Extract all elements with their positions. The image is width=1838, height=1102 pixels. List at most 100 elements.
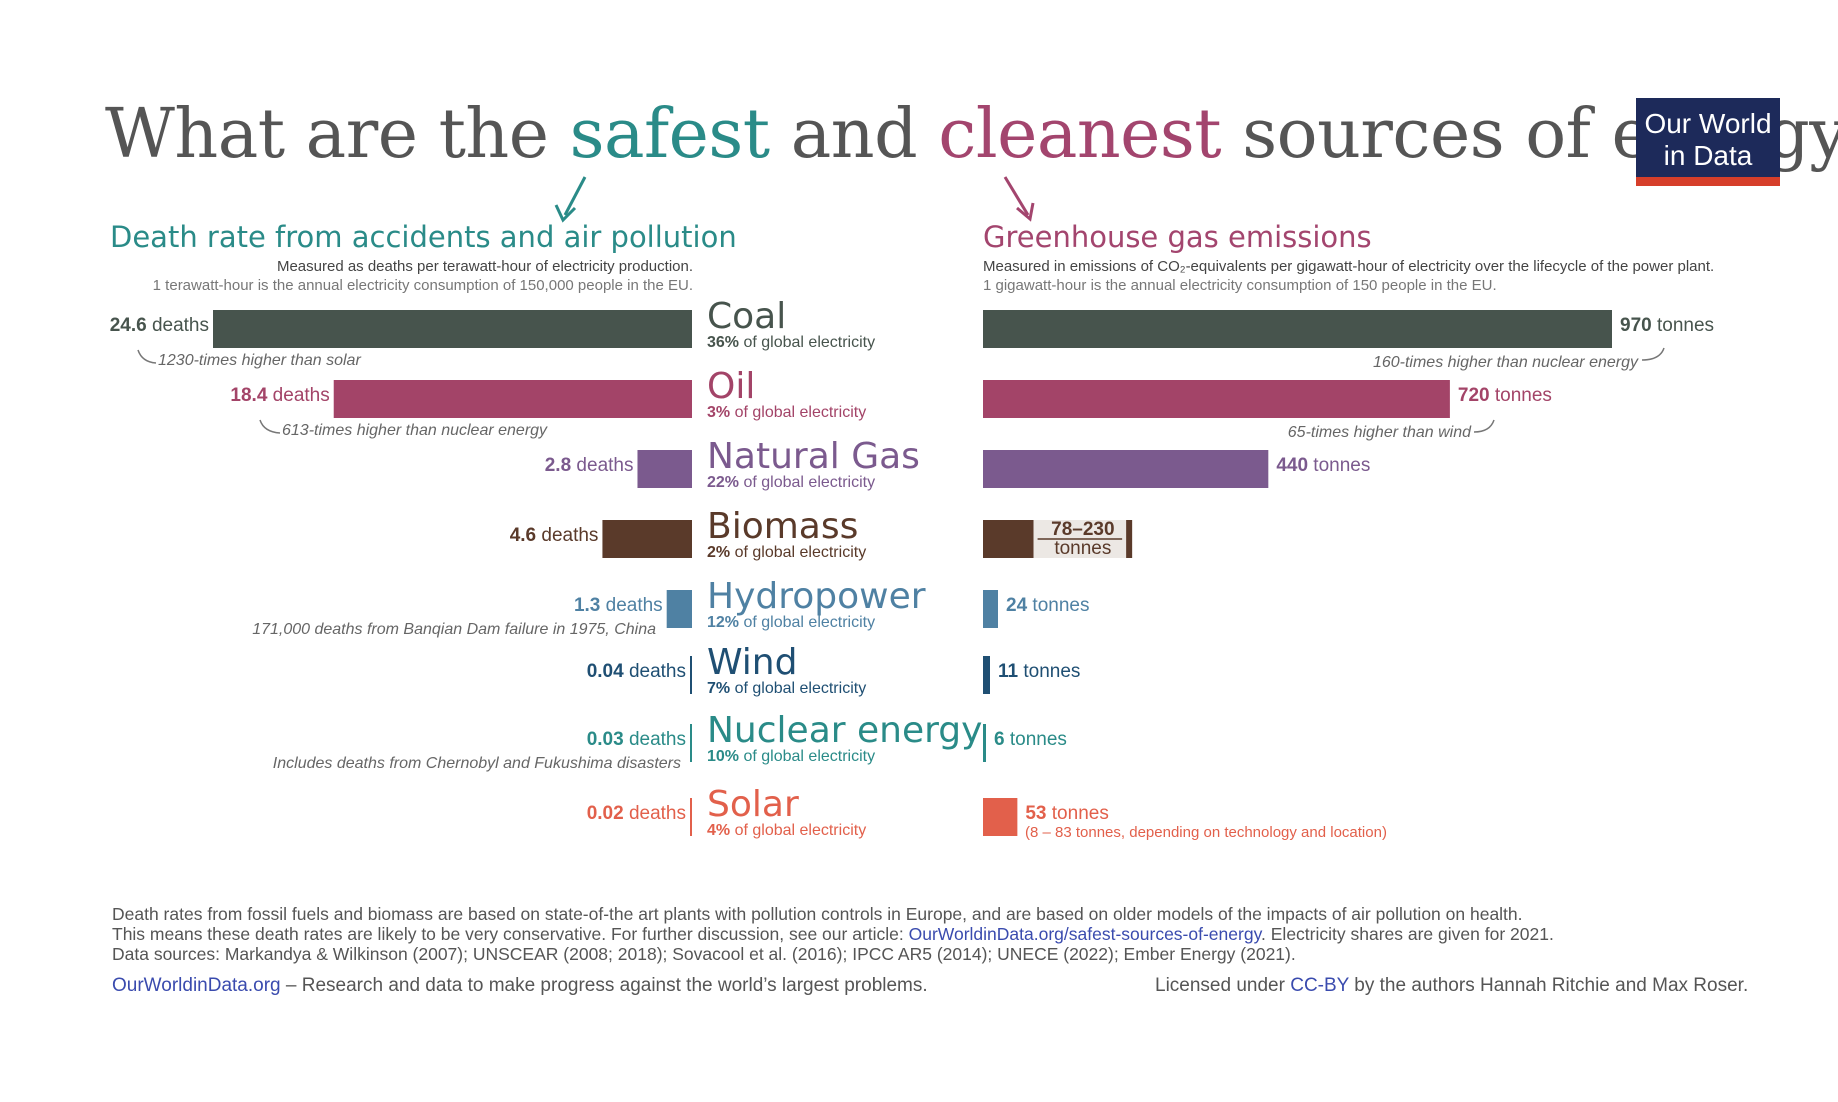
- death-value: 24.6: [109, 315, 147, 336]
- death-label-biomass: 4.6 deaths: [510, 525, 599, 547]
- death-unit: deaths: [571, 455, 634, 476]
- coal-death-annotation: 1230-times higher than solar: [158, 352, 361, 369]
- share-percent: 2%: [707, 544, 731, 561]
- death-label-coal: 24.6 deaths: [110, 315, 209, 337]
- share-percent: 7%: [707, 680, 731, 697]
- death-value: 0.04: [586, 661, 624, 682]
- death-label-hydropower: 1.3 deaths: [574, 595, 663, 617]
- share-percent: 10%: [707, 748, 740, 765]
- ghg-bar-biomass: [983, 520, 1034, 558]
- title-text-2: and: [769, 95, 939, 174]
- source-name-nuclear-energy: Nuclear energy: [707, 710, 983, 751]
- license-post: by the authors Hannah Ritchie and Max Ro…: [1349, 975, 1749, 996]
- death-unit: deaths: [623, 661, 686, 682]
- death-bar-solar: [690, 798, 692, 836]
- share-text: of global electricity: [730, 822, 867, 839]
- notes: Death rates from fossil fuels and biomas…: [112, 904, 1554, 964]
- solar-ghg-annotation: (8 – 83 tonnes, depending on technology …: [1025, 824, 1387, 841]
- ghg-unit: tonnes: [1651, 315, 1715, 336]
- death-bar-natural-gas: [637, 450, 692, 488]
- ghg-label-wind: 11 tonnes: [998, 661, 1080, 683]
- nuclear-death-annotation: Includes deaths from Chernobyl and Fukus…: [272, 755, 681, 772]
- ghg-unit: tonnes: [1046, 803, 1109, 824]
- ghg-label-nuclear-energy: 6 tonnes: [994, 729, 1067, 751]
- death-unit: deaths: [600, 595, 663, 616]
- logo-red-bar: [1636, 177, 1780, 186]
- ghg-unit: tonnes: [1018, 661, 1081, 682]
- safest-arrow-head-icon: [554, 204, 577, 223]
- death-value: 2.8: [544, 455, 572, 476]
- source-share-hydropower: 12% of global electricity: [707, 614, 875, 632]
- ghg-value: 24: [1006, 595, 1028, 616]
- ghg-value: 6: [994, 729, 1005, 750]
- source-share-coal: 36% of global electricity: [707, 334, 875, 352]
- death-bar-wind: [690, 656, 692, 694]
- ghg-value: 440: [1276, 455, 1309, 476]
- ghg-label-hydropower: 24 tonnes: [1006, 595, 1089, 617]
- footer-tagline: – Research and data to make progress aga…: [280, 975, 928, 996]
- source-name-hydropower: Hydropower: [707, 576, 926, 617]
- title-cleanest: cleanest: [938, 95, 1222, 174]
- source-name-coal: Coal: [707, 296, 787, 337]
- ghg-bar-wind: [983, 656, 990, 694]
- ghg-label-biomass: 78–230 tonnes: [1034, 520, 1133, 558]
- note-line-1: Death rates from fossil fuels and biomas…: [112, 904, 1523, 924]
- source-name-solar: Solar: [707, 784, 799, 825]
- death-bar-oil: [333, 380, 692, 418]
- death-unit: deaths: [623, 729, 686, 750]
- note-line-2b: . Electricity shares are given for 2021.: [1261, 924, 1554, 944]
- source-name-oil: Oil: [707, 366, 756, 407]
- share-percent: 4%: [707, 822, 731, 839]
- safest-arrow-icon: [563, 176, 587, 216]
- ghg-value: 11: [998, 661, 1019, 682]
- ghg-bar-nuclear-energy: [983, 724, 986, 762]
- ghg-label-solar: 53 tonnes: [1025, 803, 1108, 825]
- owid-logo: Our World in Data: [1636, 98, 1780, 186]
- ghg-value: 78–230: [1051, 519, 1115, 540]
- source-name-wind: Wind: [707, 642, 798, 683]
- data-sources-line: Data sources: Markandya & Wilkinson (200…: [112, 944, 1296, 964]
- death-label-natural-gas: 2.8 deaths: [545, 455, 634, 477]
- share-text: of global electricity: [730, 680, 867, 697]
- coal-death-arrow-icon: [137, 349, 157, 364]
- ghg-unit: tonnes: [1489, 385, 1552, 406]
- page-title: What are the safest and cleanest sources…: [105, 95, 1838, 174]
- source-name-natural-gas: Natural Gas: [707, 436, 920, 477]
- death-label-solar: 0.02 deaths: [587, 803, 686, 825]
- hydro-death-annotation: 171,000 deaths from Banqian Dam failure …: [252, 621, 656, 638]
- ghg-range-end-biomass: [1126, 520, 1133, 558]
- emissions-subtitle: Measured in emissions of CO₂-equivalents…: [983, 258, 1715, 275]
- ghg-unit: tonnes: [1004, 729, 1067, 750]
- source-share-solar: 4% of global electricity: [707, 822, 866, 840]
- death-unit: deaths: [623, 803, 686, 824]
- logo-line-2: in Data: [1663, 140, 1753, 171]
- footer-left: OurWorldinData.org – Research and data t…: [112, 975, 928, 997]
- death-unit: deaths: [536, 525, 599, 546]
- death-rate-subtitle-2: 1 terawatt-hour is the annual electricit…: [152, 277, 693, 294]
- cleanest-arrow-icon: [1003, 176, 1030, 216]
- ghg-unit: tonnes: [1054, 538, 1112, 559]
- death-value: 1.3: [573, 595, 601, 616]
- source-name-biomass: Biomass: [707, 506, 859, 547]
- share-text: of global electricity: [739, 474, 876, 491]
- death-label-wind: 0.04 deaths: [587, 661, 686, 683]
- license-pre: Licensed under: [1155, 975, 1291, 996]
- article-link[interactable]: OurWorldinData.org/safest-sources-of-ene…: [908, 924, 1262, 944]
- death-unit: deaths: [146, 315, 209, 336]
- coal-ghg-arrow-icon: [1641, 347, 1665, 361]
- share-percent: 3%: [707, 404, 731, 421]
- ghg-bar-oil: [983, 380, 1450, 418]
- ghg-bar-coal: [983, 310, 1612, 348]
- ghg-unit: tonnes: [1308, 455, 1371, 476]
- share-text: of global electricity: [730, 404, 867, 421]
- death-rate-title: Death rate from accidents and air pollut…: [110, 220, 737, 254]
- death-unit: deaths: [267, 385, 330, 406]
- share-text: of global electricity: [739, 334, 876, 351]
- license-link[interactable]: CC-BY: [1290, 975, 1349, 996]
- site-link[interactable]: OurWorldinData.org: [112, 975, 281, 996]
- death-bar-coal: [213, 310, 692, 348]
- ghg-unit: tonnes: [1027, 595, 1090, 616]
- source-share-biomass: 2% of global electricity: [707, 544, 866, 562]
- ghg-value: 53: [1025, 803, 1047, 824]
